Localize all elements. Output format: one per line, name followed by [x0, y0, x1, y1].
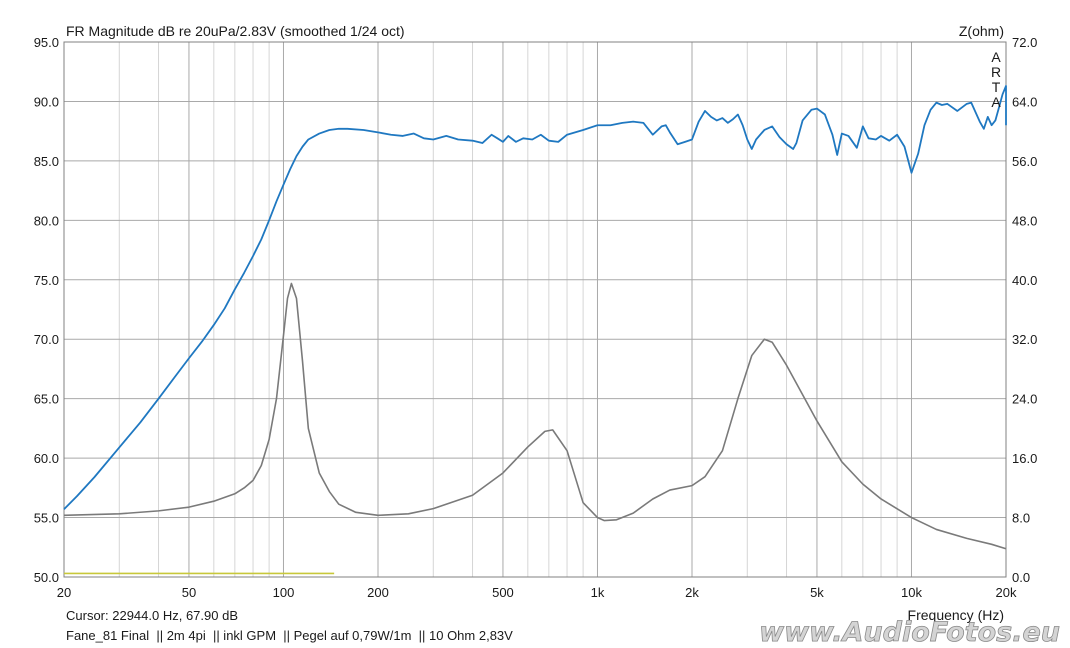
arta-letter: A	[991, 94, 1001, 110]
x-tick-label: 1k	[591, 585, 605, 600]
fr-magnitude-line	[63, 85, 1007, 510]
y-right-tick-label: 0.0	[1012, 570, 1030, 585]
x-tick-label: 10k	[901, 585, 922, 600]
x-tick-label: 200	[367, 585, 389, 600]
arta-letter: T	[992, 79, 1001, 95]
impedance-line	[63, 282, 1007, 550]
y-left-tick-label: 80.0	[34, 213, 59, 228]
x-tick-label: 100	[273, 585, 295, 600]
y-right-tick-label: 32.0	[1012, 332, 1037, 347]
y-right-tick-label: 48.0	[1012, 213, 1037, 228]
tick-labels: 20 50 100 200 500 1k 2k 5k 10k 20k 95.0 90.0 85.0 80.…	[34, 35, 1038, 600]
x-tick-label: 50	[182, 585, 196, 600]
watermark: www.AudioFotos.eu	[759, 617, 1060, 648]
y-right-tick-label: 24.0	[1012, 392, 1037, 407]
x-tick-label: 20k	[996, 585, 1017, 600]
y-left-tick-label: 75.0	[34, 273, 59, 288]
y-right-tick-label: 16.0	[1012, 451, 1037, 466]
y-left-tick-label: 85.0	[34, 154, 59, 169]
x-tick-label: 500	[492, 585, 514, 600]
arta-letter: A	[991, 49, 1001, 65]
y-right-tick-label: 64.0	[1012, 94, 1037, 109]
y-left-tick-label: 55.0	[34, 511, 59, 526]
x-tick-label: 20	[57, 585, 71, 600]
y-left-tick-label: 60.0	[34, 451, 59, 466]
y-right-tick-label: 72.0	[1012, 35, 1037, 50]
arta-letter: R	[991, 64, 1001, 80]
right-axis-label: Z(ohm)	[959, 23, 1004, 39]
x-tick-label: 2k	[685, 585, 699, 600]
chart-title: FR Magnitude dB re 20uPa/2.83V (smoothed…	[66, 23, 405, 39]
y-right-tick-label: 56.0	[1012, 154, 1037, 169]
y-left-tick-label: 70.0	[34, 332, 59, 347]
x-tick-label: 5k	[810, 585, 824, 600]
y-left-tick-label: 95.0	[34, 35, 59, 50]
series-layer	[63, 85, 1007, 575]
footer-note: Fane_81 Final || 2m 4pi || inkl GPM || P…	[66, 628, 513, 643]
y-left-tick-label: 90.0	[34, 94, 59, 109]
y-left-tick-label: 65.0	[34, 392, 59, 407]
y-right-tick-label: 40.0	[1012, 273, 1037, 288]
grid-lines	[64, 42, 1006, 577]
y-left-tick-label: 50.0	[34, 570, 59, 585]
plot-frame	[63, 41, 1007, 578]
cursor-readout: Cursor: 22944.0 Hz, 67.90 dB	[66, 608, 238, 623]
x-axis-label: Frequency (Hz)	[908, 607, 1004, 623]
y-right-tick-label: 8.0	[1012, 511, 1030, 526]
